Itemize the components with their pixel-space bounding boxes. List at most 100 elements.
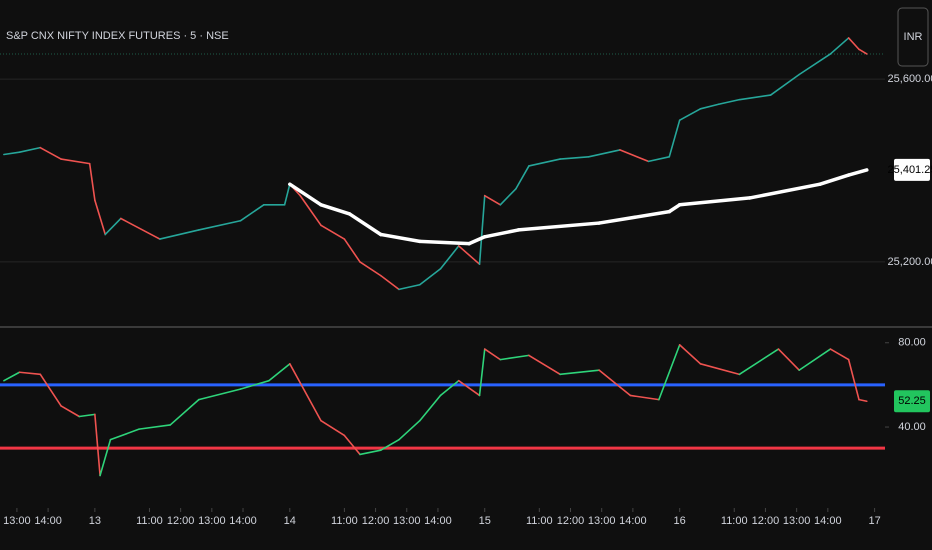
series-segment (239, 379, 270, 390)
series-segment (858, 398, 868, 403)
series-segment (3, 151, 21, 156)
series-segment (94, 199, 107, 236)
series-segment (483, 194, 502, 206)
series-segment (818, 173, 851, 186)
series-segment (379, 232, 422, 244)
series-segment (668, 119, 681, 158)
series-segment (359, 261, 382, 277)
x-tick-label: 13:00 (3, 515, 31, 527)
x-tick-label: 11:00 (331, 515, 358, 527)
series-segment (268, 363, 291, 382)
series-segment (138, 424, 172, 430)
x-tick-label: 12:00 (752, 515, 780, 527)
x-tick-label: 12:00 (167, 515, 195, 527)
series-segment (598, 369, 632, 397)
x-tick-label: 12:00 (557, 515, 585, 527)
series-segment (283, 183, 291, 206)
series-segment (528, 354, 561, 376)
series-segment (483, 348, 502, 361)
series-segment (88, 162, 96, 202)
x-tick-label: 15 (479, 515, 491, 527)
series-segment (847, 358, 860, 401)
series-segment (159, 229, 200, 240)
series-segment (299, 194, 322, 227)
series-segment (320, 224, 346, 240)
x-tick-label: 14 (284, 515, 296, 527)
series-segment (198, 388, 242, 401)
x-tick-label: 14:00 (34, 515, 62, 527)
currency-label[interactable]: INR (904, 31, 923, 43)
series-segment (439, 379, 460, 397)
series-segment (829, 37, 850, 55)
x-tick-label: 13:00 (783, 515, 811, 527)
series-segment (288, 182, 323, 207)
series-segment (120, 217, 161, 240)
series-segment (289, 363, 322, 422)
series-segment (398, 419, 421, 441)
series-segment (478, 348, 486, 397)
series-segment (629, 394, 660, 401)
series-segment (94, 413, 101, 477)
series-segment (320, 419, 346, 437)
x-tick-label: 11:00 (526, 515, 553, 527)
x-tick-label: 13:00 (198, 515, 226, 527)
series-segment (699, 363, 741, 376)
series-segment (516, 221, 601, 232)
series-segment (198, 219, 242, 231)
series-segment (60, 405, 81, 418)
series-segment (717, 98, 741, 106)
series-segment (559, 369, 600, 376)
series-segment (738, 94, 772, 101)
series-segment (359, 449, 382, 456)
series-segment (109, 428, 140, 441)
series-segment (343, 238, 361, 263)
series-segment (647, 155, 671, 163)
series-segment (847, 37, 860, 51)
x-tick-label: 14:00 (619, 515, 647, 527)
series-segment (169, 398, 200, 426)
series-segment (528, 158, 561, 167)
series-segment (467, 235, 487, 246)
series-segment (499, 187, 517, 206)
series-segment (319, 203, 352, 216)
x-tick-label: 14:00 (424, 515, 452, 527)
series-segment (677, 196, 752, 207)
series-segment (769, 73, 801, 96)
last-value-box (894, 158, 930, 181)
series-segment (559, 155, 590, 160)
series-segment (439, 245, 460, 270)
series-segment (18, 371, 42, 376)
chart-title: S&P CNX NIFTY INDEX FUTURES · 5 · NSE (6, 30, 229, 42)
series-segment (418, 394, 442, 422)
series-segment (418, 267, 442, 286)
series-segment (499, 354, 530, 361)
series-segment (379, 274, 400, 291)
series-segment (658, 344, 681, 401)
series-segment (515, 165, 530, 190)
series-segment (597, 209, 672, 225)
y-tick-label: 25,600.00 (888, 73, 932, 85)
series-segment (99, 438, 112, 477)
x-tick-label: 16 (674, 515, 686, 527)
currency-button[interactable] (897, 7, 929, 67)
last-value-box (894, 390, 930, 413)
series-segment (457, 379, 481, 397)
x-tick-label: 13 (89, 515, 101, 527)
series-segment (738, 348, 780, 376)
x-tick-label: 12:00 (362, 515, 390, 527)
x-tick-label: 11:00 (136, 515, 163, 527)
x-tick-label: 17 (868, 515, 880, 527)
series-segment (343, 434, 361, 456)
series-segment (398, 283, 421, 291)
x-tick-label: 13:00 (393, 515, 421, 527)
series-segment (418, 239, 471, 246)
y-tick-label: 25,200.00 (888, 256, 932, 268)
series-segment (829, 348, 850, 361)
series-segment (777, 348, 801, 371)
x-tick-label: 14:00 (814, 515, 842, 527)
series-segment (619, 149, 650, 163)
series-segment (457, 245, 481, 266)
series-segment (3, 371, 21, 382)
